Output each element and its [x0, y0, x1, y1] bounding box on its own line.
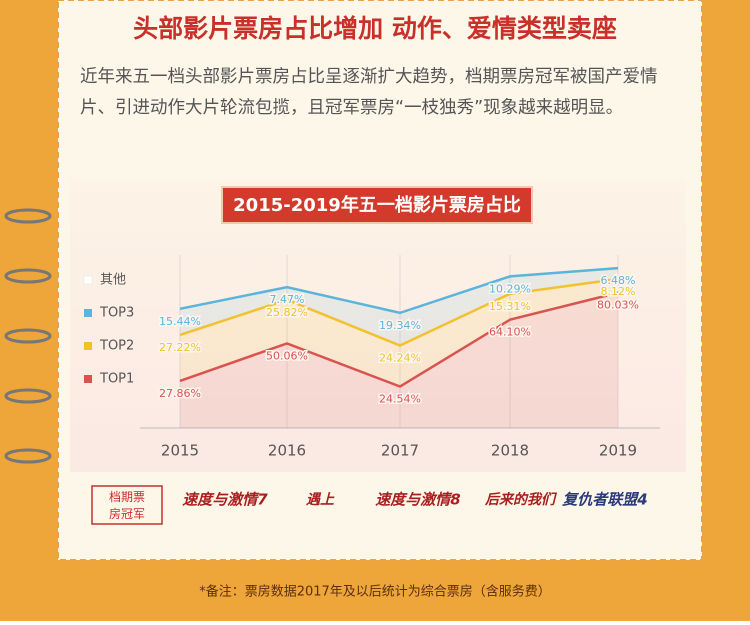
plot: 2015 2016 2017 2018 2019 27.86% 50.06% 24.54% 64… [83, 255, 660, 460]
chart-panel [70, 180, 686, 472]
chart-title: 2015-2019年五一档影片票房占比 [233, 194, 521, 216]
champion-label-box [91, 485, 163, 525]
chart-title-box [221, 186, 533, 224]
legend-swatch [84, 375, 92, 383]
data-label: 27.22% [159, 341, 201, 354]
area-fill [180, 279, 618, 387]
title: 头部影片票房占比增加 动作、爱情类型卖座 [133, 14, 617, 43]
legend-label: TOP1 [99, 372, 134, 387]
footnote: *备注：票房数据2017年及以后统计为综合票房（含服务费） [199, 584, 551, 600]
data-label: 10.29% [489, 282, 531, 295]
data-label: 24.54% [379, 393, 421, 406]
legend-label: TOP3 [99, 306, 134, 321]
x-tick-label: 2016 [268, 442, 306, 460]
intro: 近年来五一档头部影片票房占比呈逐渐扩大趋势，档期票房冠军被国产爱情片、引进动作大… [80, 67, 658, 118]
data-label: 80.03% [597, 299, 639, 312]
x-tick-label: 2019 [599, 442, 637, 460]
champion-movie: 遇上 [306, 492, 335, 508]
data-label: 27.86% [159, 387, 201, 400]
champion-movies: 速度与激情7 遇上 速度与激情8 后来的我们 复仇者联盟4 [182, 491, 647, 509]
champion-movie: 复仇者联盟4 [562, 491, 647, 509]
data-label: 64.10% [489, 326, 531, 339]
area-fill [180, 292, 618, 428]
champion-movie: 后来的我们 [484, 491, 558, 508]
x-tick-label: 2015 [161, 442, 199, 460]
legend-swatch [83, 275, 93, 285]
data-label: 8.12% [601, 285, 636, 298]
champion-label: 档期票房冠军 [108, 490, 145, 521]
legend-swatch [84, 309, 92, 317]
data-label: 19.34% [379, 319, 421, 332]
data-label: 24.24% [379, 352, 421, 365]
data-label: 50.06% [266, 349, 308, 362]
line [179, 266, 619, 315]
line [179, 291, 619, 388]
data-label: 25.82% [266, 306, 308, 319]
legend-label: 其他 [100, 273, 126, 288]
legend-label: TOP2 [99, 339, 134, 354]
data-label: 15.31% [489, 300, 531, 313]
area-fill [180, 268, 618, 346]
x-tick-label: 2017 [381, 442, 419, 460]
data-label: 15.44% [159, 315, 201, 328]
binder-rings [4, 208, 52, 464]
champion-movie: 速度与激情7 [182, 491, 268, 509]
legend-swatch [84, 342, 92, 350]
champion-movie: 速度与激情8 [375, 491, 460, 509]
champion-label-holder: 档期票房冠军 [108, 490, 145, 521]
intro-box: 近年来五一档头部影片票房占比呈逐渐扩大趋势，档期票房冠军被国产爱情片、引进动作大… [80, 67, 658, 118]
x-tick-label: 2018 [491, 442, 529, 460]
line [179, 277, 619, 347]
data-label: 6.48% [601, 274, 636, 287]
data-label: 7.47% [270, 293, 305, 306]
